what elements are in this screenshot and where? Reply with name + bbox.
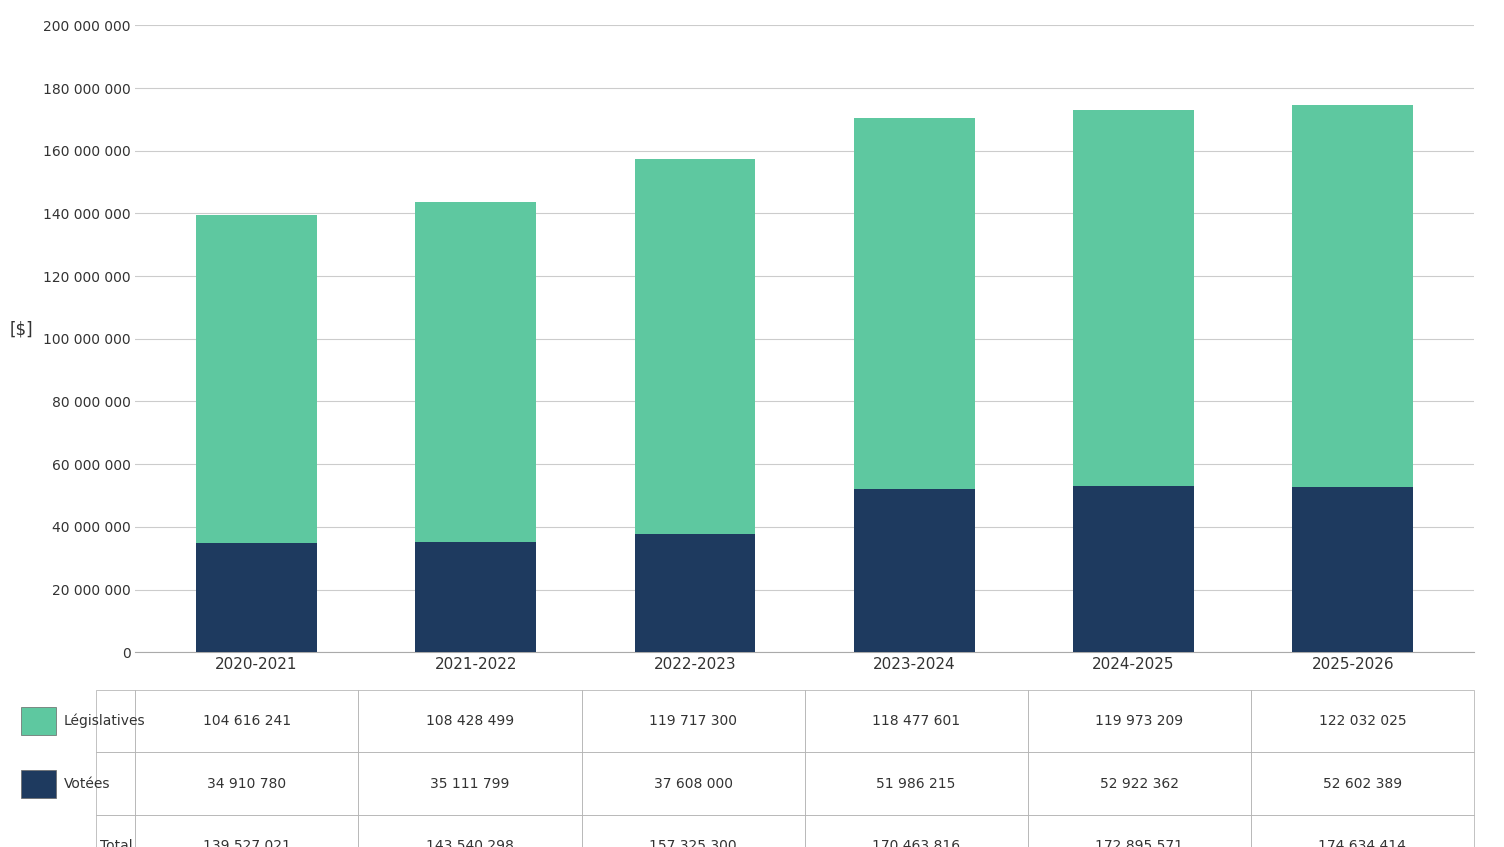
- Bar: [1292, 105, 1414, 487]
- Bar: [635, 159, 755, 534]
- Bar: [1074, 486, 1194, 652]
- Bar: [196, 543, 317, 652]
- Bar: [635, 534, 755, 652]
- Text: Votées: Votées: [63, 777, 110, 791]
- Bar: [854, 118, 975, 490]
- Bar: [196, 215, 317, 543]
- Bar: [415, 202, 535, 542]
- Bar: [415, 542, 535, 652]
- Bar: [1292, 487, 1414, 652]
- Bar: [1074, 110, 1194, 486]
- Text: Législatives: Législatives: [63, 714, 146, 728]
- Bar: [854, 490, 975, 652]
- Y-axis label: [$]: [$]: [11, 321, 33, 339]
